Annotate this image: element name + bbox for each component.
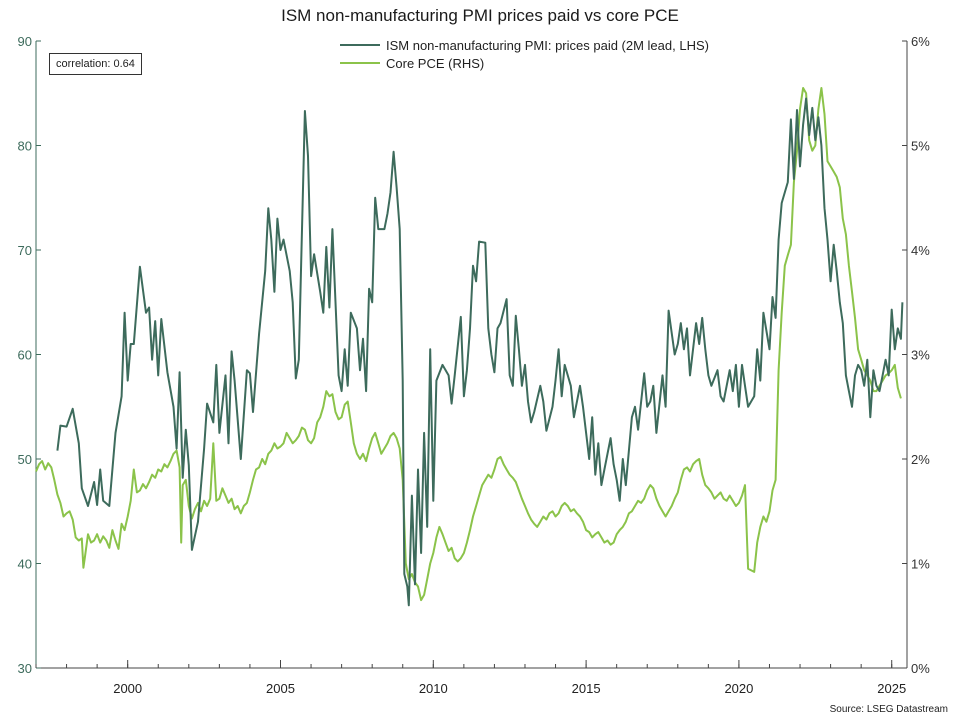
- legend-label-1: Core PCE (RHS): [386, 56, 484, 71]
- left-tick-label: 60: [18, 348, 32, 363]
- legend-label-0: ISM non-manufacturing PMI: prices paid (…: [386, 38, 709, 53]
- axes: 30 40 50 60 70 80 90 0% 1% 2% 3% 4% 5% 6% 2000 2005 2010…: [18, 34, 931, 696]
- left-tick-label: 40: [18, 557, 32, 572]
- x-tick-label: 2015: [572, 681, 601, 696]
- source-note: Source: LSEG Datastream: [829, 704, 948, 715]
- chart-title: ISM non-manufacturing PMI prices paid vs…: [281, 6, 679, 25]
- right-tick-label: 1%: [911, 557, 930, 572]
- right-tick-label: 3%: [911, 348, 930, 363]
- right-tick-label: 5%: [911, 139, 930, 154]
- left-tick-label: 70: [18, 243, 32, 258]
- ism-prices-paid-line: [56, 97, 904, 607]
- x-tick-label: 2025: [877, 681, 906, 696]
- x-tick-label: 2020: [724, 681, 753, 696]
- right-tick-label: 0%: [911, 661, 930, 676]
- x-tick-label: 2005: [266, 681, 295, 696]
- left-tick-label: 80: [18, 139, 32, 154]
- right-tick-label: 6%: [911, 34, 930, 49]
- x-tick-label: 2000: [113, 681, 142, 696]
- left-tick-label: 50: [18, 452, 32, 467]
- correlation-annotation: correlation: 0.64: [49, 53, 142, 75]
- left-tick-label: 30: [18, 661, 32, 676]
- core-pce-line: [35, 87, 902, 602]
- legend: ISM non-manufacturing PMI: prices paid (…: [340, 38, 709, 71]
- left-tick-label: 90: [18, 34, 32, 49]
- right-tick-label: 4%: [911, 243, 930, 258]
- right-tick-label: 2%: [911, 452, 930, 467]
- series-layer: [35, 87, 904, 607]
- x-tick-label: 2010: [419, 681, 448, 696]
